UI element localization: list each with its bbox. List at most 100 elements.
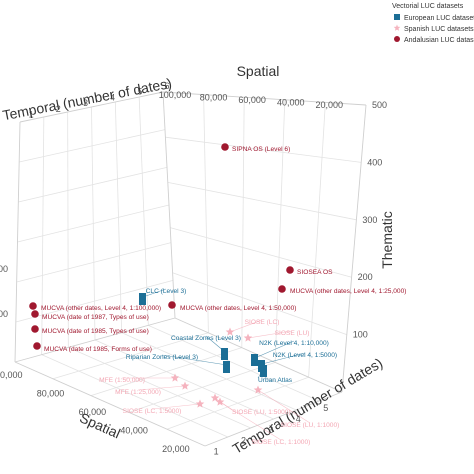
label-siosea-os: SIOSEA OS [297,269,333,276]
label-mucva-date-of-1985-forms-of-use: MUCVA (date of 1985, Forms of use) [44,346,152,353]
label-mucva-date-of-1987-types-of-use: MUCVA (date of 1987, Types of use) [42,314,149,321]
label-mfe-1-25-000: MFE (1:25,000) [115,389,161,396]
marker-mucva-other-dates-level-4-1-100-000 [29,302,37,310]
grid-line-floor-a [148,324,320,402]
axis-title-spatial-top: Spatial [237,63,280,79]
leader-line [261,352,306,365]
legend-item-spanish-luc-datasets: Spanish LUC datasets [404,26,474,33]
marker-coastal-zones-level-3 [221,348,228,360]
thematic-tick: 300 [362,215,377,225]
legend-title: Vectorial LUC datasets [392,3,464,10]
grid-line-back-left-v [114,101,123,333]
leader-line [219,401,282,441]
thematic-tick-left-partial: 00 [0,309,8,319]
marker-n2k-level-4-1-10-000 [251,354,258,366]
temporal-tick-front: 3 [268,425,273,435]
marker-mucva-date-of-1987-types-of-use [31,310,39,318]
legend-item-european-luc-datasets: European LUC datasets [404,15,474,22]
spatial-tick-front: 20,000 [162,444,190,454]
temporal-tick-top: 3 [83,98,88,108]
marker-siose-lu-1-5000 [210,393,220,402]
temporal-tick-top: 5 [137,87,142,97]
grid-line-back-right-h [167,182,357,221]
label-siose-lu: SIOSE (LU) [275,330,310,337]
grid-line-back-right-h [172,272,347,335]
marker-mucva-other-dates-level-4-1-25-000 [278,285,286,293]
label-mfe-1-50-000: MFE (1:50,000) [99,377,145,384]
marker-mucva-other-dates-level-4-1-50-000 [168,301,176,309]
leader-line [257,389,311,424]
leader-line [247,330,293,339]
legend-item-andalusian-luc-datasets-icon [394,36,400,42]
temporal-tick-front: 1 [214,446,219,456]
legend: Vectorial LUC datasets European LUC datas… [392,3,474,44]
grid-line-back-right-h [165,136,362,163]
leader-line [142,288,167,298]
grid-line-back-right-v [203,94,209,333]
leader-line [254,340,295,359]
leader-line [151,403,201,410]
temporal-tick-top: 2 [56,104,61,114]
box-edge [19,91,164,123]
label-n2k-level-4-1-5000: N2K (Level 4, 1:5000) [273,352,337,359]
marker-mfe-1-50-000 [170,373,180,382]
label-mucva-other-dates-level-4-1-50-000: MUCVA (other dates, Level 4, 1:50,000) [180,305,296,312]
marker-siose-lc-1-5000 [195,399,205,408]
tick-labels: 1 2 3 4 5 6 1 2 3 4 5 100,000 80,000 60,000 40,000 20,0… [0,81,387,456]
marker-riparian-zones-level-3 [223,361,230,373]
label-siose-lc-1-1000: SIOSE (LC, 1:1000) [252,439,311,446]
label-siose-lu-1-1000: SIOSE (LU, 1:1000) [281,422,340,429]
marker-siose-lc-1-1000 [215,397,225,406]
label-mucva-other-dates-level-4-1-25-000: MUCVA (other dates, Level 4, 1:25,000) [290,288,406,295]
temporal-tick-front: 2 [241,436,246,446]
marker-mucva-date-of-1985-forms-of-use [33,342,41,350]
grid-line-floor-a [94,339,274,420]
marker-siosea-os [286,266,294,274]
axis-title-temporal-top: Temporal (number of dates) [1,75,173,124]
leader-line [229,319,263,333]
spatial-tick-front: 60,000 [79,407,107,417]
temporal-tick-top: 4 [110,92,115,102]
thematic-tick: 400 [367,157,382,167]
marker-mfe-1-25-000 [180,381,190,390]
grid-line-back-right-h [170,227,352,278]
label-riparian-zones-level-3: Riparian Zones (Level 3) [126,354,198,361]
marker-urban-atlas [260,365,267,377]
spatial-tick-top: 80,000 [200,92,228,102]
grid [14,91,367,447]
box-edge [14,121,21,363]
spatial-tick-top: 100,000 [159,90,192,100]
thematic-tick-left-partial: 00 [0,264,8,274]
temporal-tick-front: 5 [323,403,328,413]
marker-siose-lu-1-1000 [253,385,263,394]
grid-line-floor-b [128,362,276,413]
thematic-tick: 500 [372,100,387,110]
grid-line-floor-a [121,332,297,411]
axis-title-thematic: Thematic [379,211,395,269]
marker-sipna-os-level-6 [221,143,229,151]
box-edge [14,317,176,363]
label-coastal-zones-level-3: Coastal Zones (Level 3) [171,335,241,342]
box-edge [204,391,343,447]
box-edge [162,91,367,106]
marker-clc-level-3 [139,293,146,305]
grid-line-back-right-v [241,97,245,348]
temporal-tick-front: 4 [296,414,301,424]
thematic-tick: 100 [353,330,368,340]
label-urban-atlas: Urban Atlas [258,377,293,384]
legend-item-spanish-luc-datasets-icon [393,24,401,31]
leader-line [137,385,186,391]
grid-line-floor-a [41,354,228,438]
data-labels: CLC (Level 3) Coastal Zones (Level 3) Ripa… [41,146,406,446]
label-siose-lc-1-5000: SIOSE (LC, 1:5000) [123,408,182,415]
grid-line-floor-a [68,346,251,429]
spatial-tick-front: 40,000 [120,426,148,436]
spatial-tick-top: 60,000 [238,95,266,105]
label-clc-level-3: CLC (Level 3) [146,288,187,295]
leader-line [161,354,228,366]
label-siose-lc: SIOSE (LC) [245,319,280,326]
data-markers [29,143,294,408]
spatial-tick-top: 40,000 [277,97,305,107]
label-siose-lu-1-5000: SIOSE (LU, 1:5000) [232,409,291,416]
